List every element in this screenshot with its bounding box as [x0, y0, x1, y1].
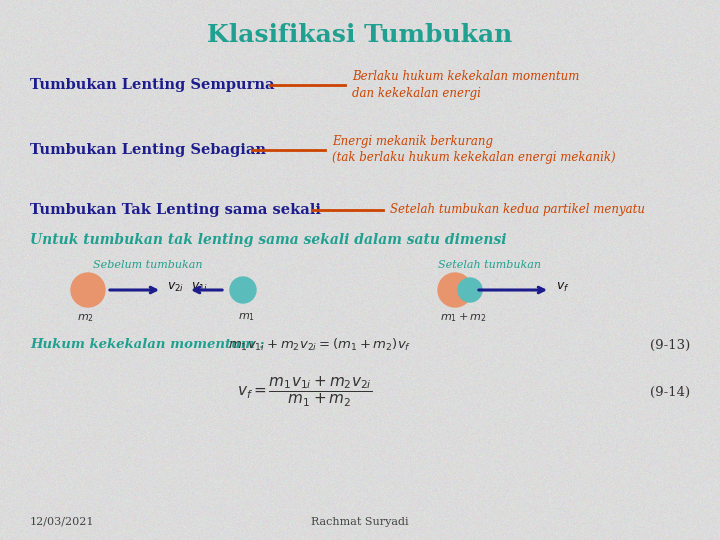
Text: (tak berlaku hukum kekekalan energi mekanik): (tak berlaku hukum kekekalan energi meka… [332, 152, 616, 165]
Text: $v_{1i}$: $v_{1i}$ [191, 280, 208, 294]
Text: $m_1v_{1i} + m_2v_{2i} = (m_1 + m_2)v_f$: $m_1v_{1i} + m_2v_{2i} = (m_1 + m_2)v_f$ [228, 337, 412, 353]
Text: Rachmat Suryadi: Rachmat Suryadi [311, 517, 409, 527]
Text: $v_f = \dfrac{m_1v_{1i} + m_2v_{2i}}{m_1 + m_2}$: $v_f = \dfrac{m_1v_{1i} + m_2v_{2i}}{m_1… [238, 375, 373, 409]
Text: Untuk tumbukan tak lenting sama sekali dalam satu dimensi: Untuk tumbukan tak lenting sama sekali d… [30, 233, 506, 247]
Text: (9-13): (9-13) [649, 339, 690, 352]
Text: Tumbukan Lenting Sempurna: Tumbukan Lenting Sempurna [30, 78, 274, 92]
Text: Klasifikasi Tumbukan: Klasifikasi Tumbukan [207, 23, 513, 47]
Text: $m_2$: $m_2$ [76, 312, 94, 324]
Text: $m_1$: $m_1$ [238, 311, 256, 323]
Circle shape [71, 273, 105, 307]
Circle shape [230, 277, 256, 303]
Text: Sebelum tumbukan: Sebelum tumbukan [94, 260, 203, 270]
Text: Setelah tumbukan kedua partikel menyatu: Setelah tumbukan kedua partikel menyatu [390, 204, 645, 217]
Circle shape [458, 278, 482, 302]
Text: Energi mekanik berkurang: Energi mekanik berkurang [332, 136, 493, 148]
Text: 12/03/2021: 12/03/2021 [30, 517, 94, 527]
Text: Tumbukan Lenting Sebagian: Tumbukan Lenting Sebagian [30, 143, 266, 157]
Text: Setelah tumbukan: Setelah tumbukan [438, 260, 541, 270]
Text: (9-14): (9-14) [650, 386, 690, 399]
Text: $v_{2i}$: $v_{2i}$ [167, 280, 184, 294]
Text: Hukum kekekalan momentum :: Hukum kekekalan momentum : [30, 339, 264, 352]
Circle shape [438, 273, 472, 307]
Text: $v_f$: $v_f$ [556, 280, 570, 294]
Text: dan kekekalan energi: dan kekekalan energi [352, 86, 481, 99]
Text: Tumbukan Tak Lenting sama sekali: Tumbukan Tak Lenting sama sekali [30, 203, 321, 217]
Text: $m_1 + m_2$: $m_1 + m_2$ [440, 312, 487, 325]
Text: Berlaku hukum kekekalan momentum: Berlaku hukum kekekalan momentum [352, 71, 580, 84]
